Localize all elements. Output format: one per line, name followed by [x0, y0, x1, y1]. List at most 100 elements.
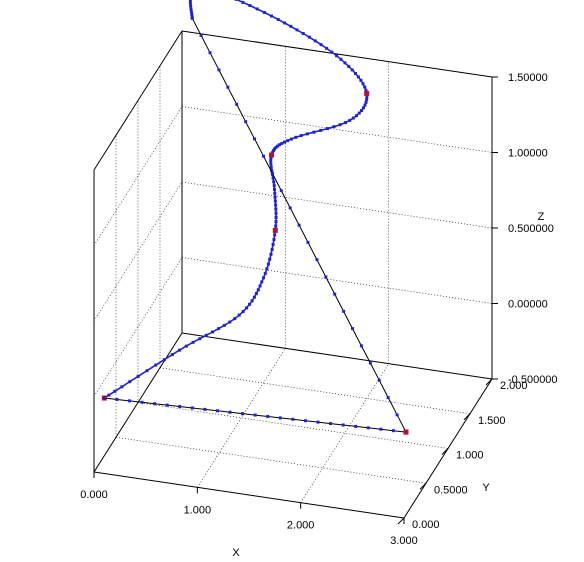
data-point: [273, 199, 277, 203]
data-point: [244, 120, 248, 124]
data-point: [136, 374, 140, 378]
data-point: [342, 309, 346, 313]
data-point: [145, 369, 149, 373]
data-point: [319, 43, 323, 47]
data-point: [291, 417, 295, 421]
data-point: [245, 306, 249, 310]
data-point: [190, 15, 194, 19]
data-point: [366, 426, 370, 430]
grid-line-left-z: [93, 257, 183, 397]
y-tick-mark: [463, 413, 471, 421]
series-2: [102, 396, 409, 435]
data-point: [325, 46, 329, 50]
data-point: [339, 57, 343, 61]
series-1: [190, 16, 409, 435]
x-tick-label: 1.000: [184, 504, 212, 516]
data-point: [379, 427, 383, 431]
data-point: [271, 149, 275, 153]
data-point: [280, 141, 284, 145]
data-point: [241, 412, 245, 416]
data-point: [351, 116, 355, 120]
grid-line-back-z: [181, 106, 493, 153]
data-point: [288, 206, 292, 210]
data-point: [297, 223, 301, 227]
data-point: [270, 247, 274, 251]
data-point: [234, 0, 238, 1]
data-point: [253, 413, 257, 417]
x-axis-title: X: [232, 547, 240, 559]
data-point: [347, 64, 351, 68]
data-point: [252, 295, 256, 299]
data-point: [255, 7, 259, 11]
data-point: [120, 385, 124, 389]
data-point: [359, 344, 363, 348]
data-point: [271, 242, 275, 246]
data-point: [283, 140, 287, 144]
data-point: [189, 4, 193, 8]
data-point: [294, 135, 298, 139]
data-point: [113, 389, 117, 393]
data-point: [256, 288, 260, 292]
axis-ticks: 0.000 1.000 2.000 3.000 0.000 0.5000 1.000 1.50…: [80, 72, 557, 547]
data-point: [258, 284, 262, 288]
data-point: [357, 111, 361, 115]
data-point: [289, 24, 293, 28]
data-point: [203, 407, 207, 411]
data-point: [228, 410, 232, 414]
data-point: [299, 134, 303, 138]
data-point: [272, 184, 276, 188]
y-tick-mark: [485, 378, 493, 386]
data-point: [241, 309, 245, 313]
data-point: [115, 397, 119, 401]
data-point: [189, 7, 193, 11]
data-point: [274, 211, 278, 215]
y-tick-label: 1.000: [456, 450, 484, 462]
data-point: [250, 299, 254, 303]
z-tick-label: 1.00000: [508, 148, 548, 160]
data-point: [265, 267, 269, 271]
data-point: [338, 123, 342, 127]
data-point: [262, 276, 266, 280]
data-point: [343, 61, 347, 65]
data-point: [359, 78, 363, 82]
data-point: [253, 137, 257, 141]
data-point: [319, 128, 323, 132]
grid-line-left-z: [93, 106, 183, 246]
data-point: [266, 414, 270, 418]
data-point: [276, 18, 280, 22]
grid-line-floor-y: [115, 436, 427, 484]
data-point: [279, 189, 283, 193]
data-point: [233, 317, 237, 321]
grid-line-back-z: [181, 257, 493, 304]
data-point: [241, 0, 245, 4]
data-point: [178, 348, 182, 352]
z-axis-title: Z: [538, 211, 545, 223]
data-point: [274, 145, 278, 149]
data-point: [269, 156, 273, 160]
data-point: [269, 162, 273, 166]
data-point: [305, 132, 309, 136]
data-point: [261, 154, 265, 158]
data-point: [211, 330, 215, 334]
data-point: [289, 137, 293, 141]
data-point: [361, 106, 365, 110]
grid-line-floor-x: [300, 363, 389, 503]
data-point: [303, 419, 307, 423]
data-point: [278, 416, 282, 420]
data-point: [286, 139, 290, 143]
z-tick-label: -0.500000: [508, 374, 558, 386]
data-point: [274, 224, 278, 228]
data-point: [273, 147, 277, 151]
data-point: [368, 361, 372, 365]
data-point: [307, 35, 311, 39]
data-point: [274, 207, 278, 211]
data-point: [363, 85, 367, 89]
grid-line-left-z: [93, 181, 183, 322]
data-point: [395, 413, 399, 417]
z-tick-label: 0.00000: [508, 299, 548, 311]
plot-frame: [93, 30, 493, 519]
data-point: [274, 220, 278, 224]
y-tick-mark: [397, 517, 405, 525]
frame-edge: [181, 30, 493, 78]
